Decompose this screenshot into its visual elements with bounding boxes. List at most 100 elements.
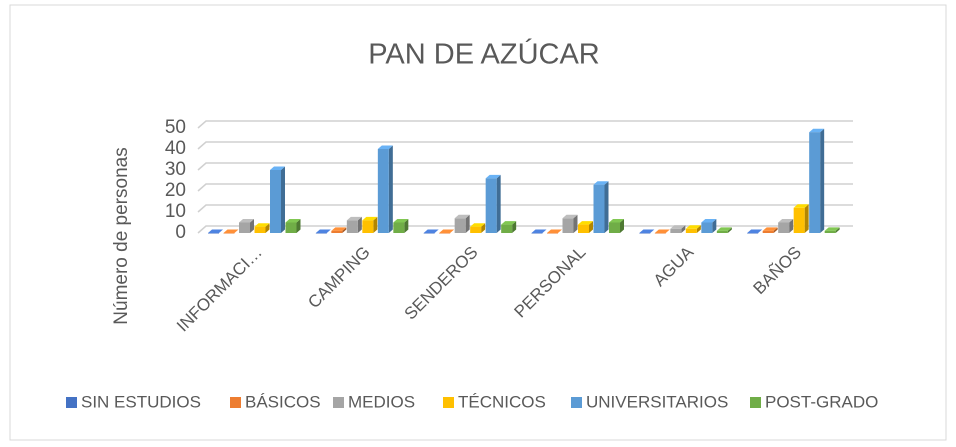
bar-face [809, 132, 821, 233]
bar [223, 229, 239, 234]
bar-face [346, 220, 358, 233]
bar-face [239, 219, 254, 223]
bar [762, 227, 778, 233]
bar-face [357, 216, 362, 233]
bar-face [439, 233, 451, 234]
bar-face [639, 233, 651, 234]
bar-face [331, 230, 343, 233]
bar-face [562, 218, 574, 233]
legend-swatch [443, 397, 454, 408]
bar-face [809, 128, 825, 133]
bar-face [670, 228, 682, 233]
bar-face [604, 181, 609, 233]
bar-face [835, 227, 840, 233]
grid-line [197, 162, 853, 171]
bar [239, 219, 254, 233]
bar-face [609, 219, 624, 223]
bar-face [654, 229, 670, 233]
bar [285, 219, 301, 233]
bar [531, 229, 547, 234]
bar-face [747, 233, 759, 234]
bar [393, 219, 409, 233]
bar [377, 145, 393, 233]
legend-swatch [66, 397, 77, 408]
bar-face [362, 216, 378, 221]
bar [362, 216, 378, 233]
bar [778, 219, 794, 233]
bar [346, 216, 362, 233]
bar-face [793, 204, 809, 208]
bar-face [531, 233, 543, 234]
bar-face [270, 170, 281, 233]
bar-face [681, 225, 686, 233]
bar-face [593, 181, 609, 185]
bar-face [501, 224, 513, 233]
bar [270, 166, 285, 233]
bar-face [377, 145, 393, 149]
bar [824, 227, 840, 233]
bar-face [789, 219, 794, 233]
bar-face [712, 219, 717, 233]
bar-face [393, 222, 405, 233]
bar-face [285, 219, 301, 223]
bar-face [373, 216, 378, 233]
bar-face [639, 229, 655, 233]
bar-face [589, 221, 593, 233]
legend-label: MEDIOS [348, 392, 415, 411]
bar-face [281, 166, 285, 233]
bar-face [562, 214, 578, 219]
bar [578, 221, 593, 233]
legend-label: UNIVERSITARIOS [586, 392, 728, 411]
bar-face [727, 227, 732, 233]
bar [747, 229, 763, 234]
bar [423, 229, 439, 234]
bar [793, 204, 809, 233]
bar [654, 229, 670, 234]
bar [454, 214, 470, 233]
bar-face [285, 222, 297, 233]
bar [208, 229, 223, 234]
bar-face [701, 222, 713, 233]
bar [593, 181, 609, 233]
bar-face [270, 166, 285, 170]
bar-face [547, 233, 558, 234]
bar [639, 229, 655, 234]
bar [331, 227, 347, 233]
bar-face [578, 224, 589, 233]
y-tick-label: 0 [175, 222, 186, 243]
bar-face [223, 229, 239, 233]
bar-face [620, 219, 624, 233]
bar-face [778, 219, 794, 223]
legend-swatch [571, 397, 582, 408]
bar-face [470, 226, 482, 233]
bar [254, 223, 270, 233]
bar-face [716, 227, 732, 231]
y-tick-label: 40 [165, 138, 186, 159]
bar [439, 229, 455, 234]
legend-swatch [230, 397, 241, 408]
bar-face [573, 214, 578, 233]
y-tick-label: 20 [165, 180, 186, 201]
y-tick-label: 30 [165, 159, 186, 180]
bar-face [331, 227, 347, 231]
bar-face [254, 226, 266, 233]
bar-face [670, 225, 686, 229]
bar-face [824, 227, 840, 231]
bar-face [342, 227, 347, 233]
bar-face [512, 221, 517, 233]
bar-face [485, 174, 501, 179]
legend-swatch [333, 397, 344, 408]
legend-label: TÉCNICOS [458, 392, 546, 411]
bar [670, 225, 686, 233]
bar [716, 227, 732, 233]
bar-face [820, 128, 825, 233]
bar-face [265, 223, 270, 233]
bar-face [593, 184, 605, 233]
bar-face [388, 145, 393, 233]
grid-line [197, 120, 853, 129]
bar-face [465, 214, 470, 233]
bar-face [685, 228, 697, 233]
bar-face [804, 204, 809, 233]
bar-face [377, 149, 389, 233]
bar-face [239, 222, 250, 233]
